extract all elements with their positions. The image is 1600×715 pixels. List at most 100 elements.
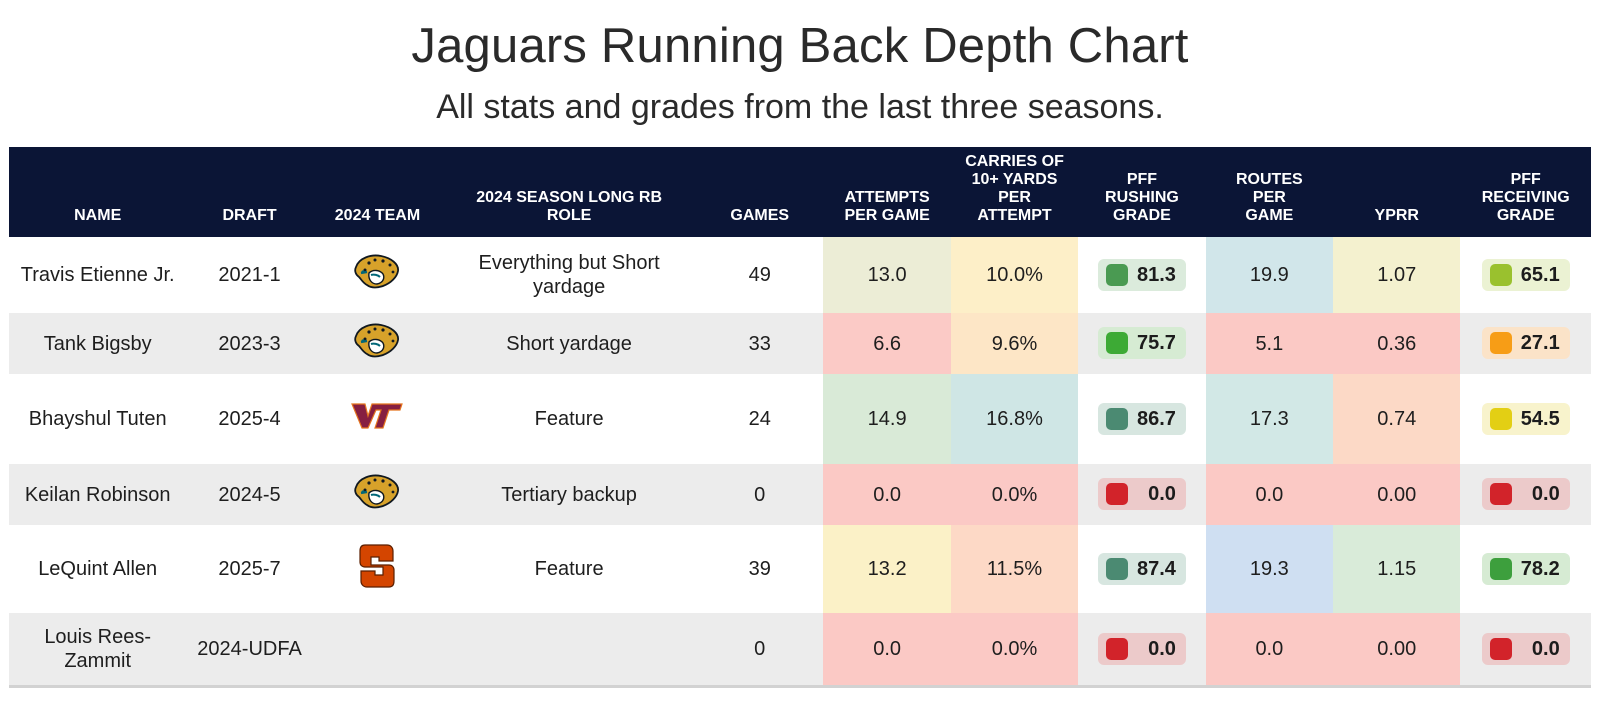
receiving-grade-swatch (1489, 332, 1512, 354)
yprr-cell: 0.00 (1333, 613, 1461, 688)
receiving-grade-cell: 0.0 (1460, 613, 1591, 688)
yprr-value: 0.36 (1377, 332, 1417, 355)
header-carries[interactable]: CARRIES OF 10+ YARDS PER ATTEMPT (950, 147, 1079, 237)
routes-cell: 0.0 (1205, 464, 1334, 525)
games-value: 24 (748, 408, 771, 430)
attempts-value: 13.2 (867, 558, 907, 580)
routes-cell: 17.3 (1205, 374, 1334, 464)
rushing-grade-swatch (1105, 637, 1128, 660)
header-yprr[interactable]: YPRR (1333, 147, 1461, 237)
role-cell: Everything but Short yardage (442, 237, 697, 313)
attempts-cell: 13.0 (823, 237, 951, 313)
attempts-value: 6.6 (873, 332, 902, 355)
carries-value: 16.8% (986, 408, 1043, 430)
role-value: Feature (534, 558, 604, 580)
team-logo-cell (312, 237, 443, 313)
yprr-value: 1.15 (1377, 558, 1417, 580)
player-name: Keilan Robinson (9, 464, 187, 525)
receiving-grade-value: 0.0 (1531, 483, 1560, 505)
draft-value: 2025-4 (218, 408, 281, 430)
rushing-grade-badge: 86.7 (1097, 402, 1186, 435)
draft-value: 2024-UDFA (197, 638, 302, 660)
header-rushing-grade[interactable]: PFF RUSHING GRADE (1078, 147, 1206, 237)
games-value: 39 (748, 558, 771, 580)
player-name: Louis Rees-Zammit (9, 613, 187, 688)
header-routes[interactable]: ROUTES PER GAME (1205, 147, 1334, 237)
receiving-grade-cell: 54.5 (1460, 374, 1591, 464)
games-cell: 0 (696, 464, 824, 525)
carries-value: 9.6% (991, 332, 1038, 355)
draft-value: 2025-7 (218, 558, 281, 580)
player-name: Bhayshul Tuten (9, 374, 187, 464)
carries-cell: 0.0% (950, 464, 1079, 525)
draft-value: 2023-3 (218, 332, 281, 355)
header-receiving-grade[interactable]: PFF RECEIVING GRADE (1460, 147, 1591, 237)
rushing-grade-swatch (1105, 332, 1128, 354)
rushing-grade-value: 86.7 (1137, 407, 1176, 430)
team-logo-cell (312, 613, 443, 688)
carries-cell: 11.5% (950, 525, 1079, 613)
rushing-grade-value: 87.4 (1137, 557, 1176, 580)
games-cell: 33 (696, 313, 824, 374)
header-role[interactable]: 2024 SEASON LONG RB ROLE (442, 147, 697, 237)
games-cell: 49 (696, 237, 824, 313)
attempts-cell: 14.9 (823, 374, 951, 464)
player-name-text: Louis Rees-Zammit (44, 626, 152, 672)
receiving-grade-cell: 27.1 (1460, 313, 1591, 374)
yprr-value: 1.07 (1377, 264, 1417, 286)
rushing-grade-cell: 87.4 (1078, 525, 1206, 613)
header-team[interactable]: 2024 TEAM (312, 147, 443, 237)
games-value: 33 (748, 332, 771, 355)
player-name-text: Tank Bigsby (43, 332, 152, 355)
rushing-grade-badge: 0.0 (1097, 478, 1186, 510)
role-value: Tertiary backup (501, 483, 637, 506)
attempts-cell: 6.6 (823, 313, 951, 374)
draft-cell: 2025-4 (186, 374, 313, 464)
rushing-grade-badge: 0.0 (1097, 632, 1186, 665)
receiving-grade-value: 78.2 (1520, 557, 1560, 580)
player-name: Travis Etienne Jr. (9, 237, 187, 313)
games-cell: 0 (696, 613, 824, 688)
rushing-grade-value: 75.7 (1137, 332, 1176, 354)
header-row: NAME DRAFT 2024 TEAM 2024 SEASON LONG RB… (9, 147, 1591, 237)
receiving-grade-value: 65.1 (1520, 263, 1560, 286)
rushing-grade-swatch (1105, 557, 1128, 580)
games-cell: 24 (696, 374, 824, 464)
rushing-grade-swatch (1105, 483, 1128, 505)
routes-cell: 19.3 (1205, 525, 1334, 613)
rushing-grade-cell: 86.7 (1078, 374, 1206, 464)
games-value: 0 (754, 483, 766, 506)
rushing-grade-cell: 0.0 (1078, 464, 1206, 525)
team-logo-cell (312, 525, 443, 613)
receiving-grade-badge: 0.0 (1481, 632, 1570, 665)
player-name-text: LeQuint Allen (38, 558, 158, 580)
team-logo-cell (312, 313, 443, 374)
depth-chart-table: NAME DRAFT 2024 TEAM 2024 SEASON LONG RB… (9, 147, 1591, 688)
header-name[interactable]: NAME (9, 147, 187, 237)
role-value: Short yardage (506, 332, 632, 355)
routes-cell: 19.9 (1205, 237, 1334, 313)
draft-cell: 2024-UDFA (186, 613, 313, 688)
jaguar-head-logo (353, 253, 401, 297)
yprr-cell: 0.00 (1333, 464, 1461, 525)
rushing-grade-swatch (1105, 407, 1128, 430)
header-games[interactable]: GAMES (696, 147, 824, 237)
receiving-grade-value: 0.0 (1531, 637, 1560, 660)
routes-cell: 0.0 (1205, 613, 1334, 688)
carries-value: 0.0% (991, 483, 1038, 506)
player-name: LeQuint Allen (9, 525, 187, 613)
receiving-grade-swatch (1489, 263, 1512, 286)
role-cell: Feature (442, 374, 697, 464)
rushing-grade-value: 0.0 (1148, 483, 1176, 505)
receiving-grade-value: 27.1 (1520, 332, 1560, 354)
role-value: Everything but Short yardage (478, 252, 660, 298)
header-attempts[interactable]: ATTEMPTS PER GAME (823, 147, 951, 237)
table-row: Louis Rees-Zammit 2024-UDFA 0 0.0 0.0% 0… (9, 613, 1591, 688)
header-draft[interactable]: DRAFT (186, 147, 313, 237)
rushing-grade-value: 0.0 (1148, 637, 1176, 660)
receiving-grade-swatch (1489, 407, 1512, 430)
table-row: Travis Etienne Jr. 2021-1 Everything but… (9, 237, 1591, 313)
player-name: Tank Bigsby (9, 313, 187, 374)
draft-cell: 2023-3 (186, 313, 313, 374)
routes-value: 0.0 (1255, 483, 1284, 506)
